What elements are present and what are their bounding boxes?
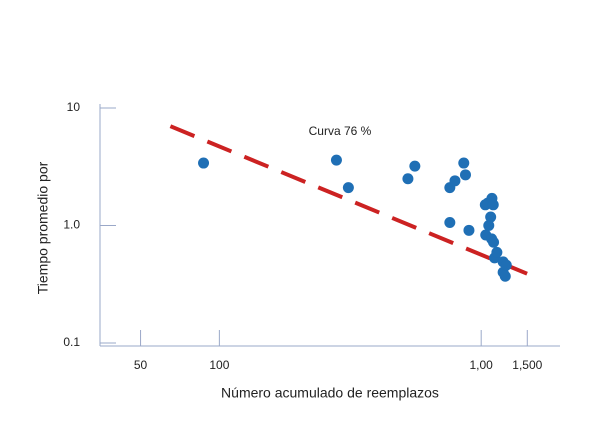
point [402, 173, 414, 185]
point [500, 259, 512, 271]
point [449, 175, 461, 187]
x-axis-title: Número acumulado de reemplazos [221, 385, 439, 401]
y-tick-label: 0.1 [63, 335, 80, 349]
point [444, 217, 456, 229]
point [330, 154, 342, 166]
point [342, 182, 354, 194]
x-tick-label: 1,500 [512, 358, 542, 372]
y-axis-title: Tiempo promedio por [35, 161, 51, 294]
point [409, 160, 421, 172]
y-tick-label: 10 [67, 100, 81, 114]
point [487, 199, 499, 211]
point [463, 224, 475, 236]
y-tick-label: 1.0 [63, 218, 80, 232]
annotation: Curva 76 % [309, 124, 372, 138]
trend-line [169, 124, 531, 277]
point [459, 169, 471, 181]
x-tick-label: 50 [134, 358, 148, 372]
x-tick-label: 100 [209, 358, 229, 372]
point [483, 220, 495, 231]
point [485, 211, 497, 223]
point [491, 246, 503, 258]
point [499, 270, 511, 282]
x-tick-label: 1,00 [470, 358, 494, 372]
point [488, 236, 500, 248]
point [458, 157, 470, 169]
point [198, 157, 210, 169]
